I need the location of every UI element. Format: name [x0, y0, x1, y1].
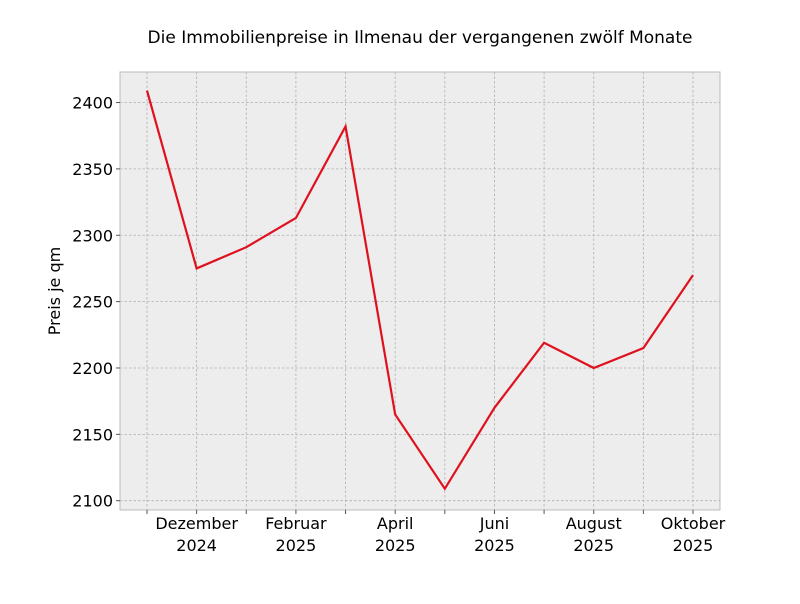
x-tick-label-line: Februar [265, 514, 327, 533]
x-tick-label-line: 2025 [573, 536, 614, 555]
y-tick-label: 2150 [72, 425, 113, 444]
x-tick-label: Dezember 2024 [155, 514, 238, 555]
y-tick-label: 2400 [72, 94, 113, 113]
x-tick-label: August 2025 [566, 514, 622, 555]
y-tick-label: 2300 [72, 226, 113, 245]
x-tick-label: Februar 2025 [265, 514, 327, 555]
x-tick-label-line: 2025 [673, 536, 714, 555]
x-tick-label-line: Oktober [661, 514, 726, 533]
x-tick-label-line: August [566, 514, 622, 533]
x-tick-label-line: Dezember [155, 514, 238, 533]
x-tick-label-line: 2025 [375, 536, 416, 555]
plot-area [119, 71, 721, 511]
x-tick-label-line: Juni [479, 514, 509, 533]
y-tick-label: 2200 [72, 359, 113, 378]
x-tick-label: Juni 2025 [474, 514, 515, 555]
chart-title: Die Immobilienpreise in Ilmenau der verg… [148, 28, 693, 48]
y-tick-label: 2250 [72, 293, 113, 312]
x-tick-label-line: 2025 [474, 536, 515, 555]
y-tick-label: 2100 [72, 492, 113, 511]
y-tick-label: 2350 [72, 160, 113, 179]
x-tick-label: Oktober 2025 [661, 514, 726, 555]
x-tick-label: April 2025 [375, 514, 416, 555]
x-tick-label-line: April [377, 514, 414, 533]
line-series [145, 90, 694, 491]
x-tick-label-line: 2025 [276, 536, 317, 555]
y-axis-label: Preis je qm [45, 247, 64, 335]
x-tick-label-line: 2024 [176, 536, 217, 555]
